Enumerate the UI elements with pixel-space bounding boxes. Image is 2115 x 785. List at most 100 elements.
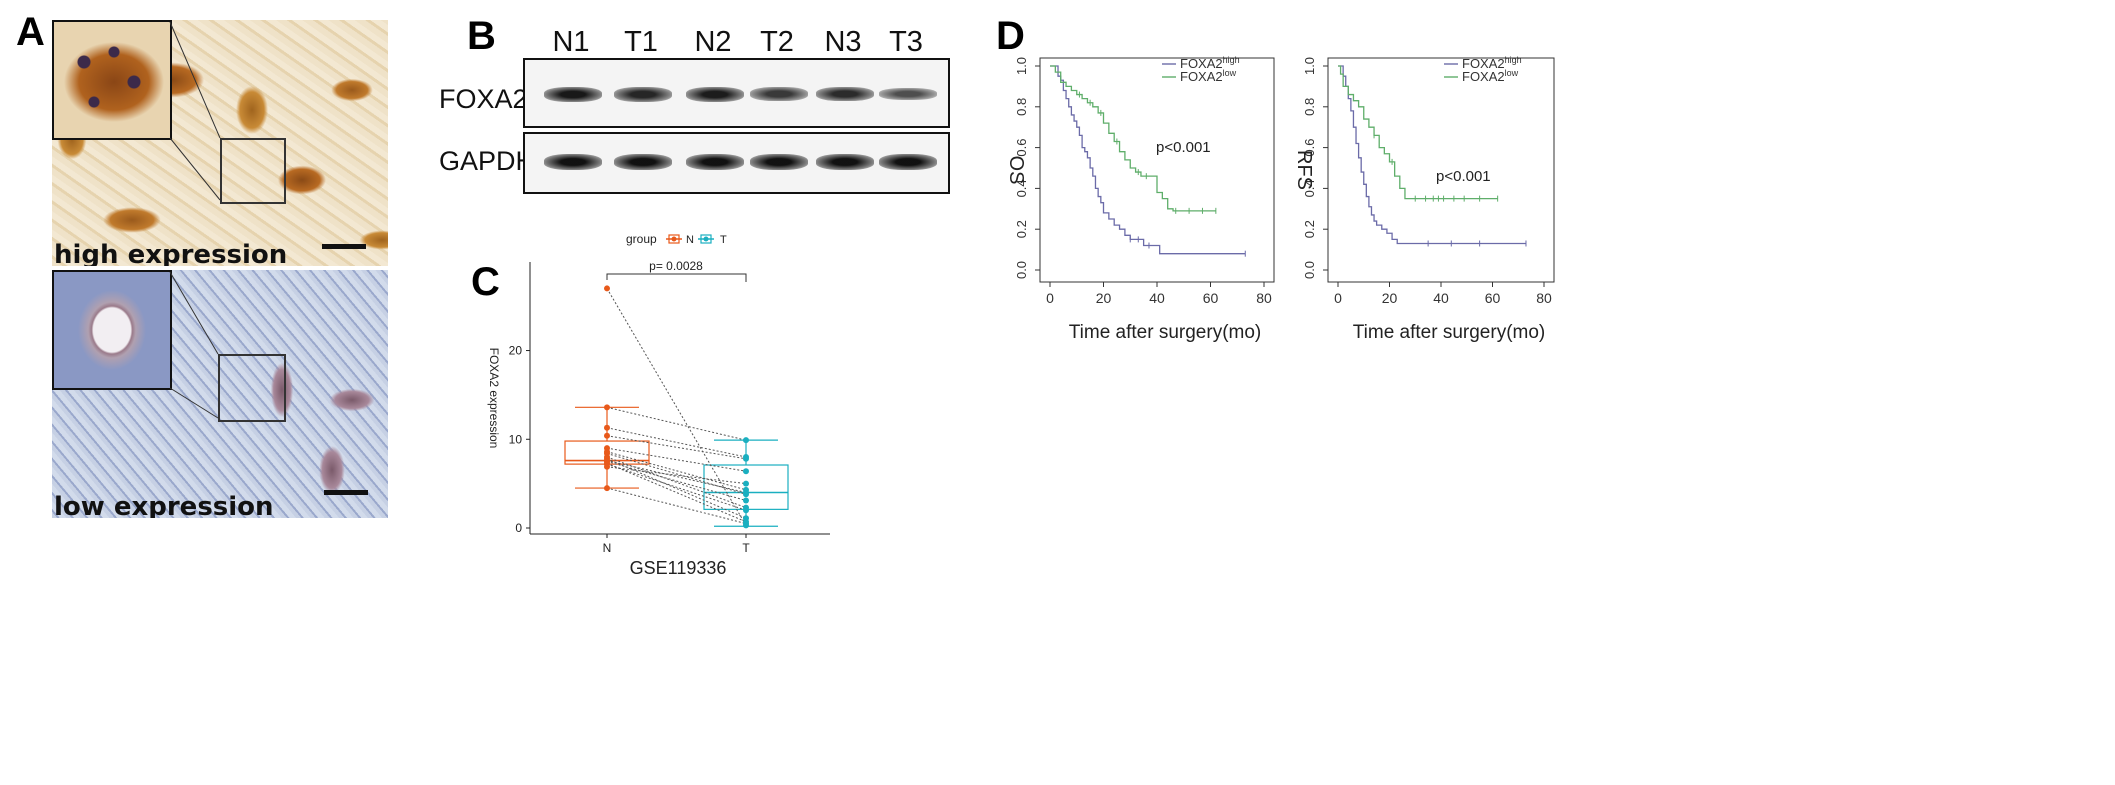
lane-label-n3: N3 (824, 26, 862, 58)
point-t-10 (743, 497, 749, 504)
km-curve-high (1050, 65, 1246, 255)
point-t-3 (743, 455, 749, 462)
x-tick-label: 40 (1149, 290, 1165, 306)
blot-label-foxa2: FOXA2 (439, 84, 528, 114)
band-foxa2-n1 (544, 86, 602, 102)
band-foxa2-t3 (879, 88, 937, 100)
x-axis-label: Time after surgery(mo) (1069, 322, 1262, 343)
pvalue-bracket: p= 0.0028 (606, 259, 747, 282)
svg-text:T: T (720, 234, 727, 246)
ihc-zoom-lines-low (169, 271, 219, 419)
pvalue-annotation: p<0.001 (1436, 168, 1491, 185)
x-tick-label: 60 (1203, 290, 1219, 306)
ihc-zoom-lines-high (169, 21, 221, 201)
point-n-3 (604, 432, 610, 439)
band-gapdh-t2 (750, 154, 808, 170)
caption-high-expression: high expression (54, 240, 288, 266)
y-tick-label: 0.4 (1014, 179, 1029, 197)
legend-title: group (626, 232, 657, 246)
chart-os-survival: 0.0 0.2 0.4 0.6 0.8 1.0 0 20 40 60 80 OS Time after … (1005, 55, 1275, 343)
ihc-inset-high (52, 20, 172, 140)
pair-line-8 (606, 458, 747, 519)
y-tick-label: 0.2 (1302, 220, 1317, 238)
ihc-zoom-box-high (220, 138, 286, 204)
pair-line-6 (606, 452, 747, 495)
pair-line-11 (606, 462, 747, 523)
chart-c-paired-boxplot: group N T p= 0.0028 0 10 20 N T FOXA2 expre… (487, 232, 830, 578)
pair-line-13 (606, 466, 747, 485)
y-axis-label: OS (1005, 156, 1027, 185)
svg-text:N: N (686, 234, 694, 246)
pvalue-label: p= 0.0028 (649, 259, 703, 273)
y-tick-label: 0.2 (1014, 220, 1029, 238)
y-tick-label: 0.0 (1302, 261, 1317, 279)
legend-label-low: FOXA2low (1180, 68, 1237, 84)
panel-letter-a: A (16, 10, 45, 54)
ihc-image-low: low expression (52, 270, 388, 518)
y-tick-label: 0.0 (1014, 261, 1029, 279)
chart-rfs-survival: 0.0 0.2 0.4 0.6 0.8 1.0 0 20 40 60 80 RFS Time after… (1293, 55, 1555, 343)
lane-label-n1: N1 (552, 26, 590, 58)
x-tick-label: 60 (1485, 290, 1501, 306)
pair-line-14 (606, 487, 747, 525)
pair-line-12 (606, 463, 747, 511)
lane-label-t2: T2 (760, 26, 794, 58)
band-gapdh-t3 (879, 154, 937, 170)
point-n-14 (604, 485, 610, 492)
x-tick-label-t: T (742, 541, 750, 555)
band-gapdh-t1 (614, 154, 672, 170)
x-tick-label: 20 (1096, 290, 1112, 306)
pair-line-7 (606, 456, 747, 509)
band-foxa2-n3 (816, 87, 874, 101)
plot-frame (1039, 57, 1275, 283)
blot-gapdh (523, 132, 950, 194)
y-tick-label: 0.6 (1302, 139, 1317, 157)
legend-item-t: T (698, 234, 727, 246)
band-foxa2-n2 (686, 86, 744, 102)
point-t-13 (743, 480, 749, 487)
y-tick-label: 1.0 (1014, 57, 1029, 75)
y-tick-label-0: 0 (515, 521, 522, 535)
lane-label-t1: T1 (624, 26, 658, 58)
pair-line-1 (606, 406, 747, 441)
y-tick-label: 0.8 (1302, 98, 1317, 116)
scale-bar-high (322, 244, 366, 249)
x-axis-label: Time after surgery(mo) (1353, 322, 1546, 343)
blot-foxa2 (523, 58, 950, 128)
y-tick-label-20: 20 (509, 344, 523, 358)
y-tick-label: 0.6 (1014, 139, 1029, 157)
x-tick-label: 40 (1433, 290, 1449, 306)
point-n-2 (604, 424, 610, 431)
ihc-inset-low (52, 270, 172, 390)
legend-item-n: N (666, 234, 694, 246)
lane-label-t3: T3 (889, 26, 923, 58)
point-n-13 (604, 463, 610, 470)
pair-line-4 (606, 447, 747, 472)
ihc-zoom-box-low (218, 354, 286, 422)
x-tick-label: 80 (1256, 290, 1272, 306)
pair-line-5 (606, 451, 747, 491)
point-t-1 (743, 437, 749, 444)
x-tick-label: 0 (1046, 290, 1054, 306)
band-gapdh-n1 (544, 154, 602, 170)
legend-label-low: FOXA2low (1462, 68, 1519, 84)
km-curve-high (1338, 65, 1526, 245)
point-n-1 (604, 404, 610, 411)
band-foxa2-t1 (614, 86, 672, 102)
y-tick-label: 0.8 (1014, 98, 1029, 116)
pair-line-0 (606, 288, 747, 526)
pair-line-3 (606, 435, 747, 460)
pair-line-10 (606, 460, 747, 501)
x-tick-label: 0 (1334, 290, 1342, 306)
pvalue-annotation: p<0.001 (1156, 139, 1211, 156)
band-gapdh-n2 (686, 154, 744, 170)
x-tick-label: 80 (1536, 290, 1552, 306)
caption-low-expression: low expression (54, 492, 274, 518)
panel-letter-b: B (467, 14, 496, 58)
lane-label-n2: N2 (694, 26, 732, 58)
y-axis-label: FOXA2 expression (487, 348, 501, 449)
y-tick-label-10: 10 (509, 432, 523, 446)
km-curve-low (1338, 65, 1498, 200)
blot-label-gapdh: GAPDH (439, 146, 536, 176)
band-foxa2-t2 (750, 87, 808, 101)
